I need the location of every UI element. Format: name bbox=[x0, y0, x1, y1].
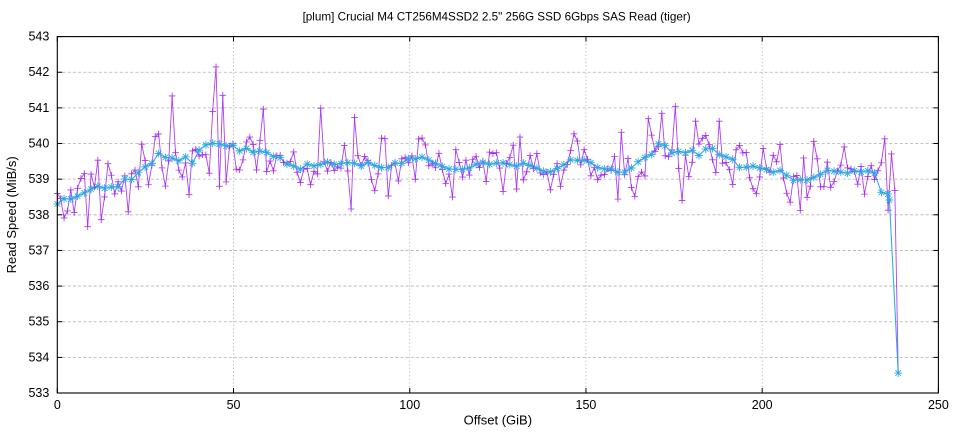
svg-text:533: 533 bbox=[28, 386, 49, 400]
svg-text:50: 50 bbox=[227, 398, 241, 412]
svg-text:Read Speed (MiB/s): Read Speed (MiB/s) bbox=[4, 156, 19, 273]
svg-text:538: 538 bbox=[28, 208, 49, 222]
svg-text:200: 200 bbox=[752, 398, 773, 412]
svg-text:150: 150 bbox=[576, 398, 597, 412]
svg-text:[plum] Crucial M4 CT256M4SSD2: [plum] Crucial M4 CT256M4SSD2 2.5" 256G … bbox=[303, 11, 691, 24]
svg-text:535: 535 bbox=[28, 315, 49, 329]
svg-text:540: 540 bbox=[28, 137, 49, 151]
svg-text:0: 0 bbox=[54, 398, 61, 412]
svg-text:Offset (GiB): Offset (GiB) bbox=[464, 413, 532, 428]
svg-text:541: 541 bbox=[28, 101, 49, 115]
svg-text:250: 250 bbox=[928, 398, 949, 412]
svg-text:537: 537 bbox=[28, 243, 49, 257]
svg-text:539: 539 bbox=[28, 172, 49, 186]
svg-text:542: 542 bbox=[28, 65, 49, 79]
svg-text:100: 100 bbox=[399, 398, 420, 412]
svg-text:536: 536 bbox=[28, 279, 49, 293]
svg-text:543: 543 bbox=[28, 30, 49, 44]
svg-text:534: 534 bbox=[28, 350, 49, 364]
